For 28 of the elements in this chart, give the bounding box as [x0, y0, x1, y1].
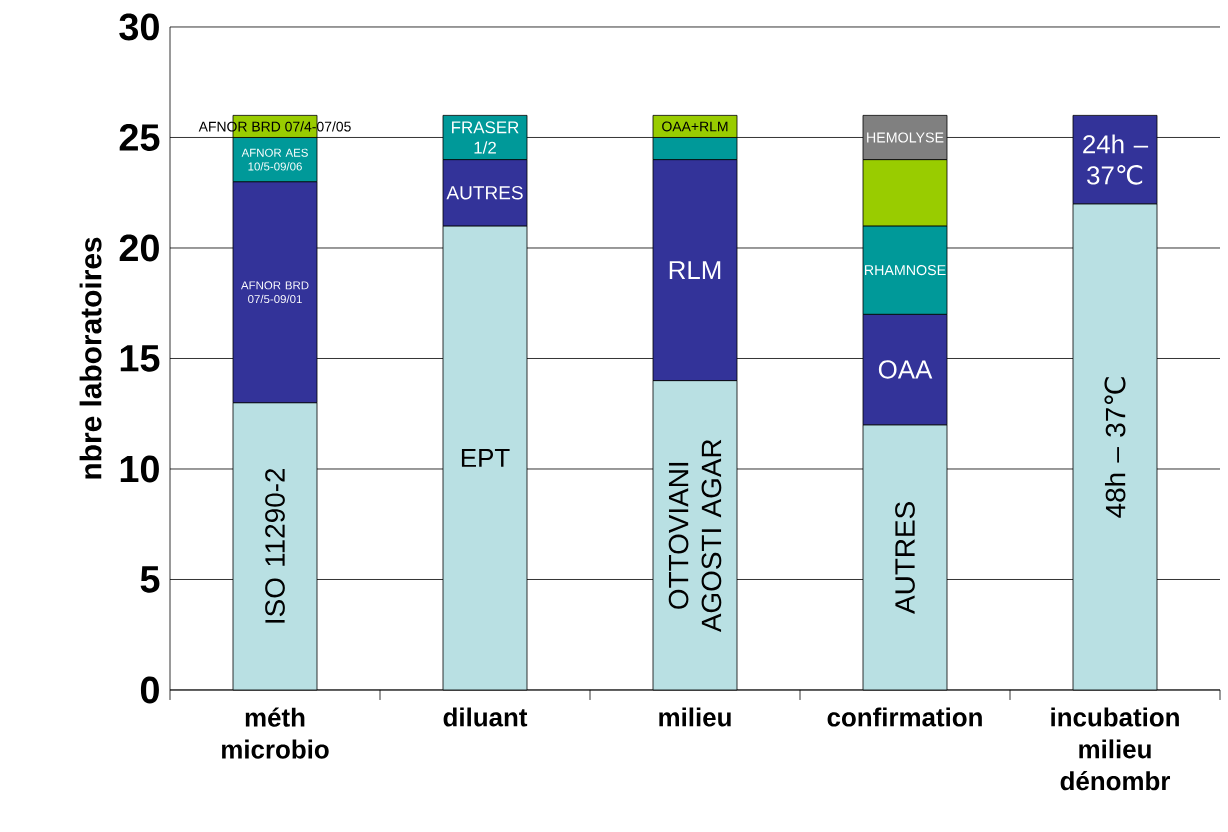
y-axis-title: nbre laboratoires [79, 237, 102, 479]
y-tick-label: 15 [120, 345, 160, 372]
annotation: AFNOR BRD 07/5-09/01 [240, 281, 309, 304]
x-tick-label: confirmation [827, 707, 982, 727]
x-tick-label: méth microbio [222, 707, 329, 759]
annotation: 24h – 37℃ [1083, 134, 1149, 185]
annotation: 48h – 37℃ [1104, 377, 1126, 518]
y-tick-label: 5 [140, 566, 160, 593]
y-tick-label: 30 [119, 13, 159, 41]
y-tick-label: 25 [119, 124, 160, 151]
annotation: FRASER 1/2 [452, 121, 519, 154]
annotation: ISO 11290-2 [265, 468, 285, 623]
x-tick-label: milieu [659, 707, 731, 727]
y-tick-label: 0 [140, 676, 159, 704]
x-tick-label: incubation milieu dénombr [1051, 707, 1179, 791]
x-tick-label: diluant [443, 707, 528, 727]
annotation: AUTRES [446, 186, 523, 200]
annotation: RLM [669, 261, 721, 279]
annotation: AFNOR AES 10/5-09/06 [241, 148, 308, 171]
annotation: RHAMNOSE [865, 265, 946, 276]
annotation: EPT [461, 449, 510, 467]
annotation: OAA [878, 360, 933, 379]
annotation: AUTRES [895, 502, 915, 614]
y-tick-label: 20 [119, 234, 159, 262]
annotation: OAA+RLM [662, 121, 728, 132]
annotation: HEMOLYSE [867, 132, 944, 143]
annotation: OTTOVIANI AGOSTI AGAR [668, 439, 722, 633]
y-tick-label: 10 [120, 455, 159, 483]
